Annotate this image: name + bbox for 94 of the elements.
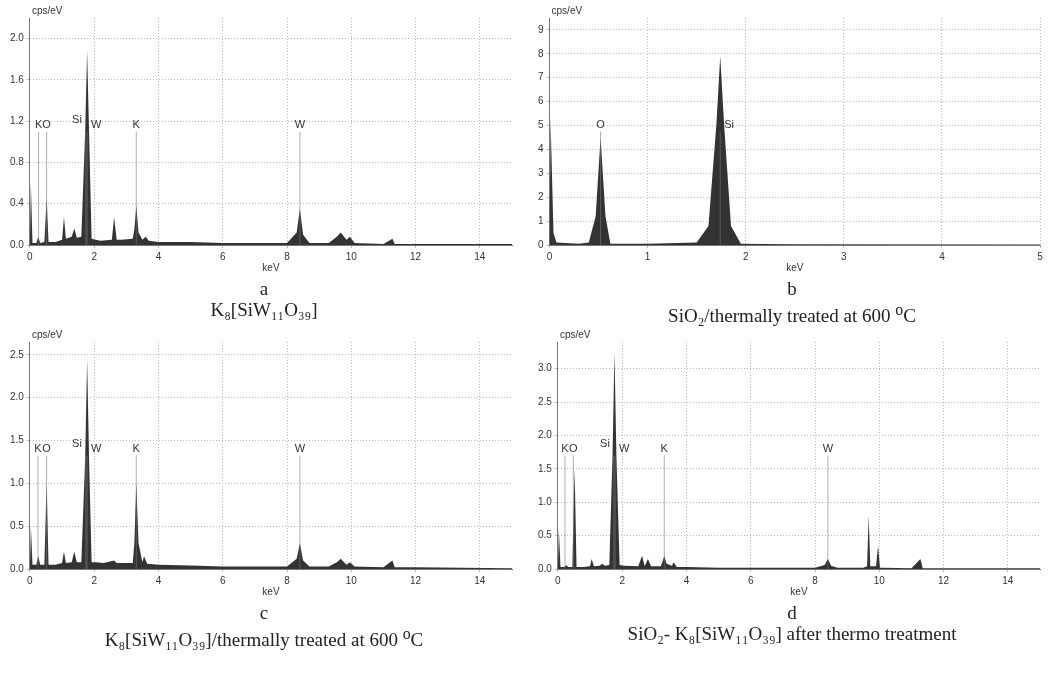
x-tick-label: 14 (473, 250, 486, 262)
y-tick-label: 3.0 (537, 362, 552, 374)
ref-line-label: W (90, 118, 102, 131)
x-tick-label: 0 (26, 250, 33, 262)
ref-line-label: Si (723, 118, 734, 131)
ref-line-label: K (33, 442, 42, 455)
y-tick-label: 1.0 (537, 496, 552, 508)
y-tick-label: 2.0 (537, 429, 552, 441)
text: K₈[SiW₁₁O₃₉]/thermally treated at 600 $^{o}$C (104, 624, 424, 651)
ref-line-label: W (294, 442, 306, 455)
y-axis-title: cps/eV (31, 4, 63, 16)
ref-line-label: K (132, 118, 141, 131)
ref-line-label: W (90, 442, 102, 455)
y-tick-label: 8 (537, 47, 544, 59)
y-tick-label: 0.5 (537, 529, 552, 541)
y-tick-label: 0.0 (9, 563, 24, 575)
y-axis-title: cps/eV (559, 329, 591, 341)
y-tick-label: 9 (537, 23, 544, 35)
x-axis-title: keV (789, 586, 808, 598)
text: d (787, 602, 797, 624)
y-tick-label: 1.2 (9, 114, 24, 126)
text: K₈[SiW₁₁O₃₉] (210, 299, 318, 320)
y-tick-label: 1 (537, 214, 544, 226)
y-tick-label: 1.5 (537, 462, 552, 474)
y-tick-label: 0.5 (9, 520, 24, 532)
y-axis-title: cps/eV (551, 4, 582, 16)
y-tick-label: 5 (537, 119, 544, 131)
x-tick-label: 12 (409, 250, 422, 262)
y-tick-label: 4 (537, 143, 544, 155)
x-tick-label: 12 (409, 575, 422, 587)
text: c (259, 602, 269, 624)
y-tick-label: 2.0 (9, 391, 24, 403)
x-tick-label: 10 (345, 575, 357, 587)
x-tick-label: 12 (937, 575, 950, 587)
y-tick-label: 1.5 (9, 434, 24, 446)
y-tick-label: 1.6 (9, 73, 24, 85)
ref-line-label: K (560, 442, 569, 455)
x-tick-label: 1 (644, 250, 651, 262)
ref-line-label: K (34, 118, 43, 131)
y-tick-label: 1.0 (9, 477, 24, 489)
x-tick-label: 14 (473, 575, 486, 587)
y-tick-label: 3 (537, 167, 544, 179)
text: SiO₂/thermally treated at 600 $^{o}$C (668, 300, 916, 327)
y-tick-label: 0.4 (9, 197, 24, 209)
ref-line-label: K (132, 442, 141, 455)
x-axis-title: keV (261, 261, 280, 273)
x-tick-label: 6 (219, 250, 226, 262)
x-tick-label: 10 (345, 250, 357, 262)
text: a (259, 278, 269, 299)
y-tick-label: 2 (537, 190, 544, 202)
x-tick-label: 4 (683, 575, 690, 587)
ref-line-label: O (595, 118, 605, 131)
x-tick-label: 4 (155, 575, 162, 587)
ref-line-label: K (660, 442, 669, 455)
text: SiO₂- K₈[SiW₁₁O₃₉] after thermo treatment (627, 623, 957, 645)
y-tick-label: 0.0 (537, 563, 552, 575)
x-tick-label: 14 (1001, 575, 1014, 587)
x-tick-label: 2 (742, 250, 749, 262)
y-tick-label: 2.5 (9, 348, 24, 360)
ref-line-label: Si (71, 113, 82, 126)
x-tick-label: 8 (811, 575, 818, 587)
ref-line-label: O (41, 118, 51, 131)
x-tick-label: 4 (155, 250, 162, 262)
ref-line-label: W (294, 118, 306, 131)
y-tick-label: 6 (537, 95, 544, 107)
x-tick-label: 5 (1036, 250, 1043, 262)
x-tick-label: 6 (747, 575, 754, 587)
y-axis-title: cps/eV (31, 329, 63, 341)
y-tick-label: 2.5 (537, 396, 552, 408)
x-tick-label: 4 (938, 250, 945, 262)
x-axis-title: keV (785, 261, 804, 273)
y-tick-label: 0.8 (9, 156, 24, 168)
x-axis-title: keV (261, 586, 280, 598)
y-tick-label: 0.0 (9, 238, 24, 250)
x-tick-label: 2 (618, 575, 625, 587)
x-tick-label: 2 (90, 575, 97, 587)
x-tick-label: 2 (90, 250, 97, 262)
y-tick-label: 7 (537, 71, 544, 83)
ref-line-label: W (822, 442, 834, 455)
ref-line-label: O (568, 442, 578, 455)
x-tick-label: 3 (840, 250, 847, 262)
ref-line-label: Si (71, 437, 82, 450)
y-tick-label: 0 (537, 238, 544, 250)
text: b (787, 278, 797, 299)
x-tick-label: 0 (554, 575, 561, 587)
ref-line-label: O (41, 442, 51, 455)
x-tick-label: 0 (26, 575, 33, 587)
x-tick-label: 10 (873, 575, 885, 587)
y-tick-label: 2.0 (9, 32, 24, 44)
x-tick-label: 8 (283, 250, 290, 262)
x-tick-label: 6 (219, 575, 226, 587)
ref-line-label: Si (599, 437, 610, 450)
ref-line-label: W (618, 442, 630, 455)
x-tick-label: 8 (283, 575, 290, 587)
